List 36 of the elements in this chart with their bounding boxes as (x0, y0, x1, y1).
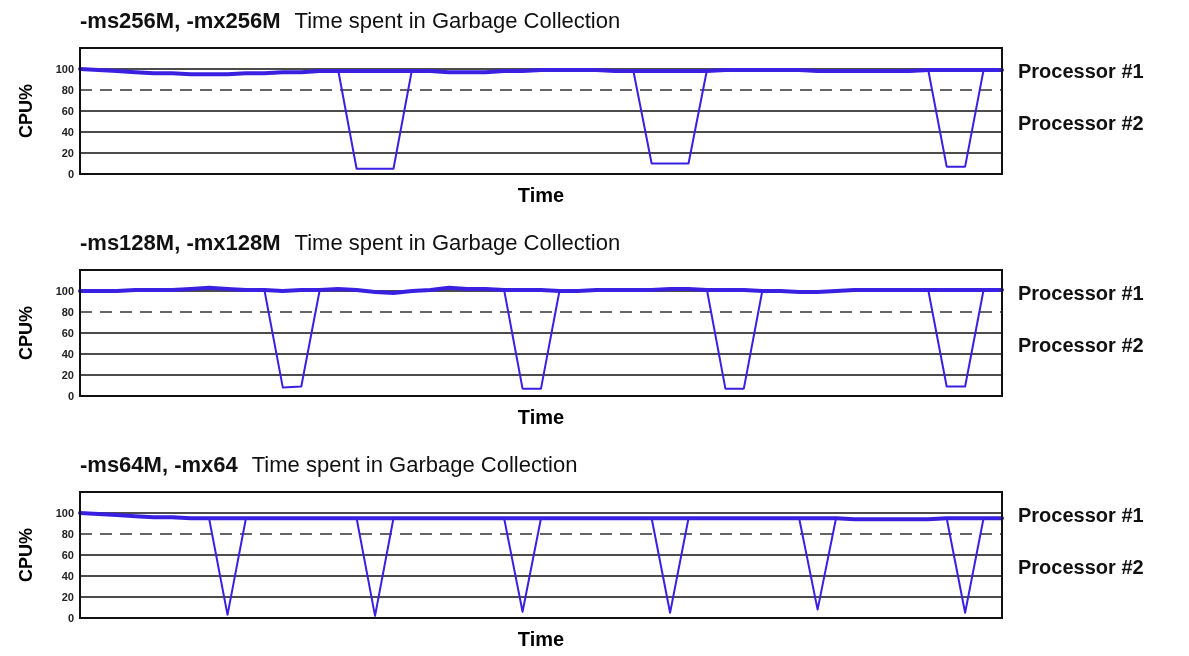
y-axis-title: CPU% (16, 527, 36, 583)
y-tick-label: 80 (61, 84, 74, 97)
y-tick-label: 40 (61, 126, 74, 139)
text: Processor #2 (1018, 112, 1144, 134)
chart-title: -ms256M, -mx256M (80, 8, 281, 33)
text: Processor #2 (1018, 556, 1144, 578)
y-tick-label: 80 (61, 306, 74, 319)
y-tick-label: 40 (61, 348, 74, 361)
y-axis-title: CPU% (16, 83, 36, 139)
chart-title: -ms128M, -mx128M (80, 230, 281, 255)
x-axis-title: Time (517, 628, 565, 650)
chart-subtitle: Time spent in Garbage Collection (294, 230, 621, 255)
y-tick-label: 100 (55, 285, 74, 298)
y-tick-label: 0 (67, 168, 74, 181)
y-axis-title: CPU% (16, 305, 36, 361)
text: Processor #1 (1018, 504, 1144, 526)
x-axis-title: Time (517, 406, 565, 428)
y-tick-label: 20 (61, 591, 74, 604)
chart-subtitle: Time spent in Garbage Collection (294, 8, 621, 33)
text: Processor #1 (1018, 60, 1144, 82)
y-tick-label: 0 (67, 612, 74, 625)
y-tick-label: 20 (61, 369, 74, 382)
x-axis-title: Time (517, 184, 565, 206)
text: Processor #1 (1018, 282, 1144, 304)
y-tick-label: 20 (61, 147, 74, 160)
y-tick-label: 100 (55, 63, 74, 76)
chart-title: -ms64M, -mx64 (80, 452, 239, 477)
y-tick-label: 60 (61, 105, 74, 118)
y-tick-label: 60 (61, 549, 74, 562)
y-tick-label: 80 (61, 528, 74, 541)
chart-subtitle: Time spent in Garbage Collection (251, 452, 578, 477)
y-tick-label: 100 (55, 507, 74, 520)
text: Processor #2 (1018, 334, 1144, 356)
y-tick-label: 40 (61, 570, 74, 583)
y-tick-label: 0 (67, 390, 74, 403)
y-tick-label: 60 (61, 327, 74, 340)
